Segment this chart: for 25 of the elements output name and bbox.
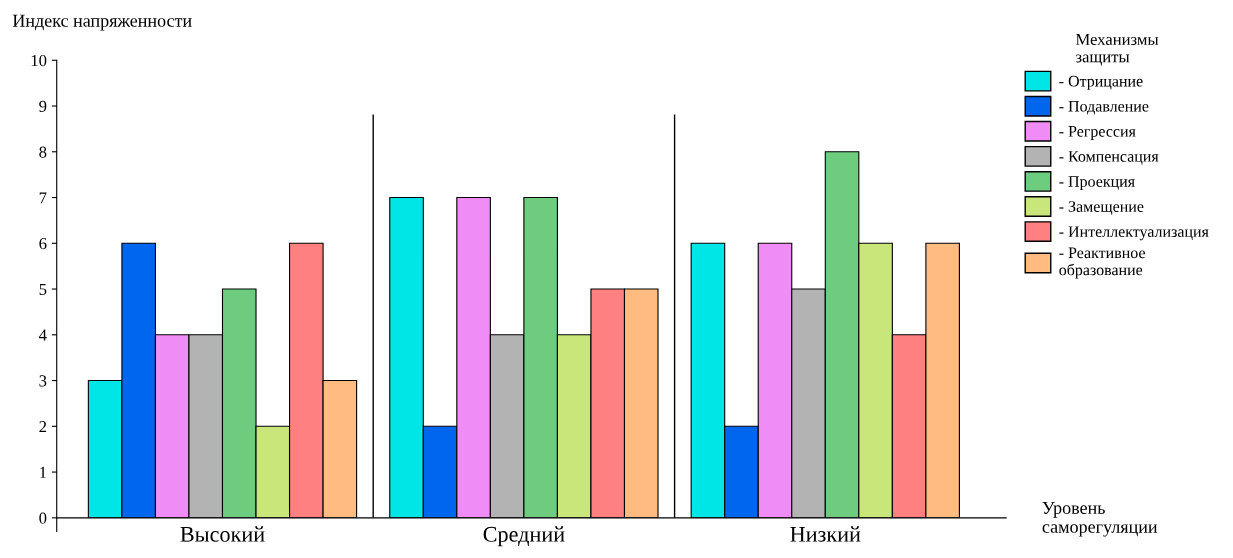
y-tick-label: 5 <box>39 283 47 295</box>
legend-label: - Регрессия <box>1059 126 1136 140</box>
y-tick-label: 6 <box>39 238 47 250</box>
x-tick-label: Низкий <box>790 526 861 542</box>
legend-label: - Реактивное образование <box>1059 247 1145 279</box>
legend-label: - Отрицание <box>1059 75 1143 90</box>
y-tick-label: 1 <box>40 466 46 478</box>
legend-label: - Компенсация <box>1059 151 1159 165</box>
x-tick-label: Средний <box>483 526 565 547</box>
legend-label: - Проекция <box>1059 176 1135 191</box>
y-tick-label: 8 <box>39 146 47 158</box>
legend-label: - Замещение <box>1059 201 1144 216</box>
y-axis-title: Индекс напряженности <box>12 14 192 31</box>
y-tick-label: 2 <box>39 421 47 433</box>
y-tick-label: 7 <box>39 192 47 204</box>
legend-label: - Подавление <box>1059 101 1149 115</box>
y-tick-label: 4 <box>38 329 47 341</box>
y-tick-label: 3 <box>39 375 47 387</box>
x-axis-title: Уровень саморегуляции <box>1042 501 1158 537</box>
y-tick-label: 9 <box>39 100 47 112</box>
legend-label: - Интеллектуализация <box>1059 226 1209 241</box>
x-tick-label: Высокий <box>180 526 265 542</box>
y-tick-label: 10 <box>31 54 47 67</box>
y-tick-label: 0 <box>39 512 47 524</box>
legend-title: Механизмы защиты <box>1075 33 1159 66</box>
